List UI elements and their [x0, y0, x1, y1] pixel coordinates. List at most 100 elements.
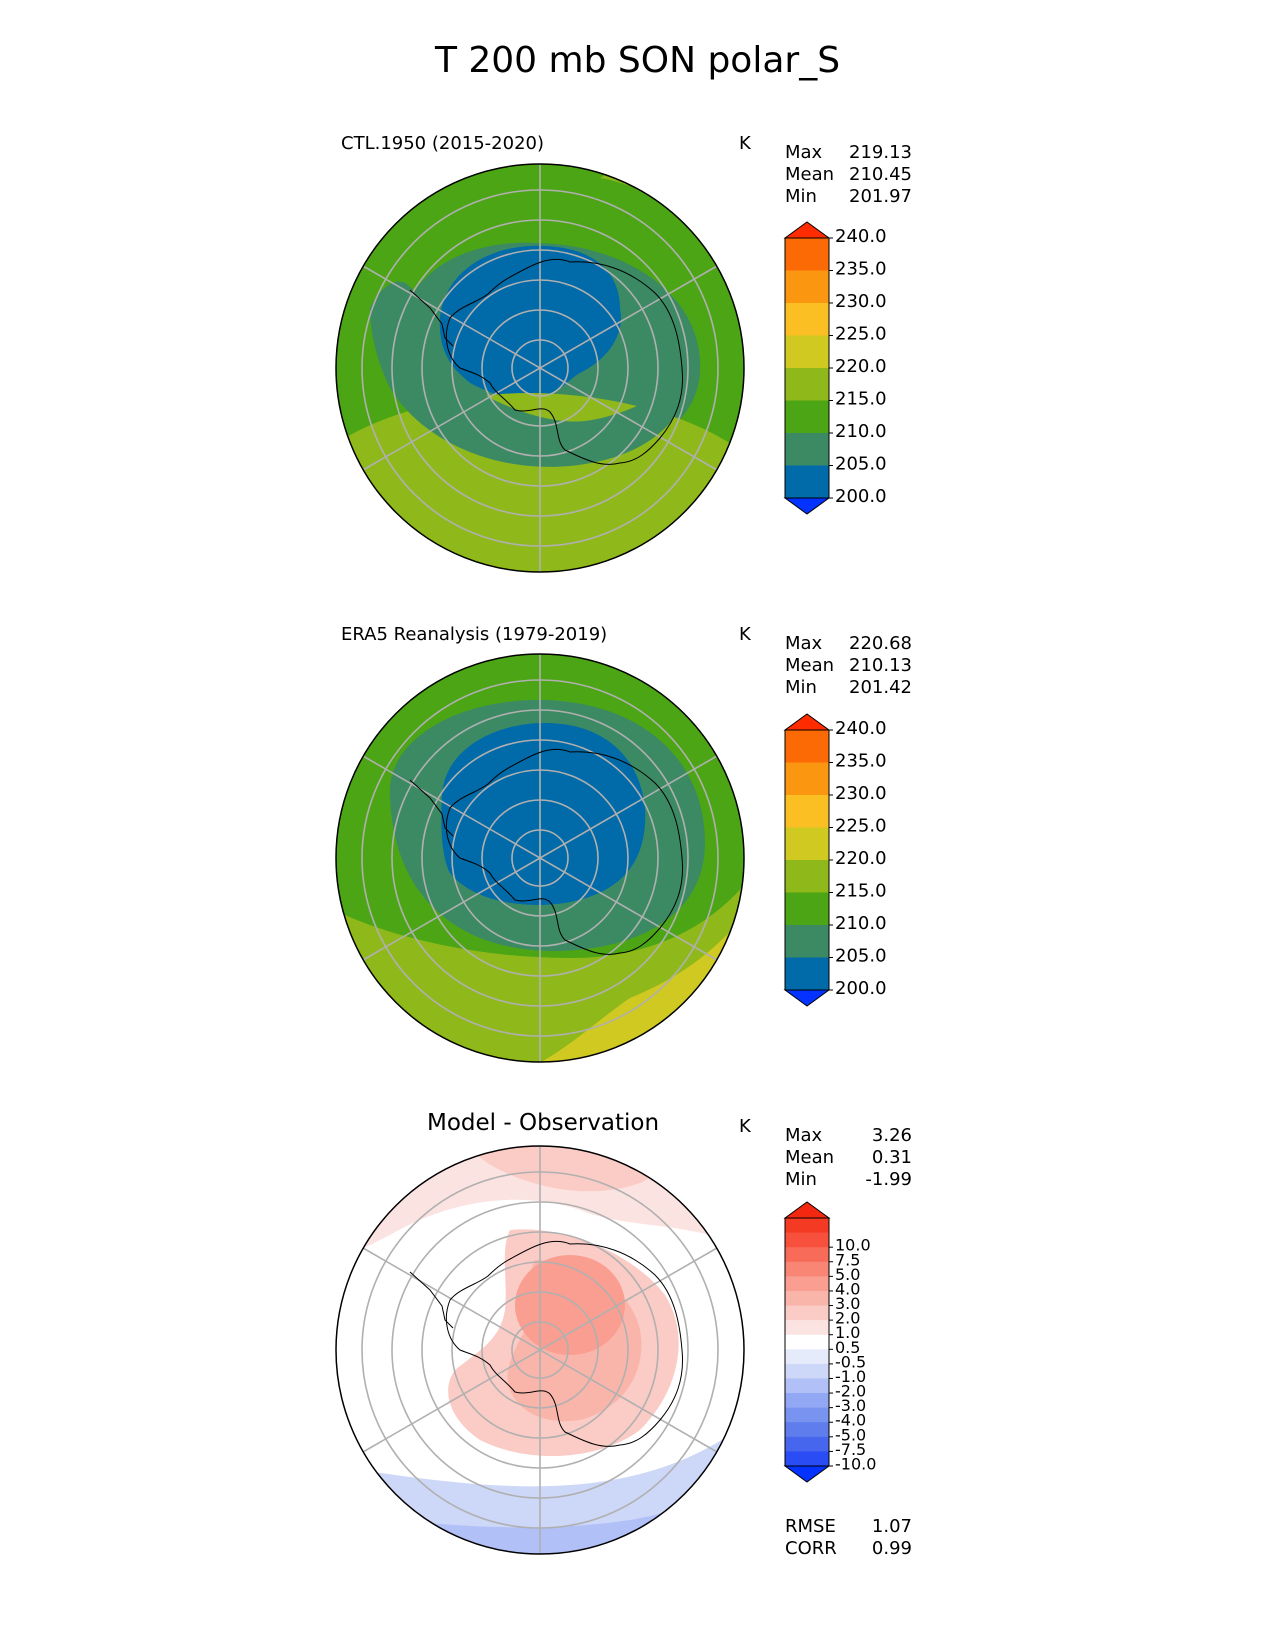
- panel-2-graticule: [361, 654, 719, 1062]
- figure-title: T 200 mb SON polar_S: [434, 40, 841, 81]
- panel-1-title: CTL.1950 (2015-2020): [341, 133, 545, 154]
- panel-3-rmse-label: RMSE: [785, 1516, 836, 1537]
- colorbar-swatch: [785, 1436, 829, 1452]
- panel-2-antarctica-coast: [445, 748, 684, 955]
- colorbar-tick-label: 230.0: [835, 291, 887, 312]
- panel-1-mean-label: Mean: [785, 164, 835, 185]
- panel-3-max-value: 3.26: [871, 1125, 912, 1146]
- colorbar-swatch: [785, 303, 829, 336]
- colorbar-swatch: [785, 1232, 829, 1248]
- panel-1-max-value: 219.13: [849, 142, 912, 163]
- panel-3-corr-value: 0.99: [871, 1538, 912, 1559]
- colorbar-swatch: [785, 335, 829, 369]
- colorbar-swatch: [785, 238, 829, 271]
- colorbar-tick-label: -3.0: [835, 1396, 866, 1415]
- colorbar-swatch: [785, 1451, 829, 1467]
- colorbar-swatch: [785, 1261, 829, 1277]
- colorbar-tick-label: 10.0: [835, 1236, 871, 1255]
- colorbar-tick-label: 210.0: [835, 913, 887, 934]
- colorbar-swatch: [785, 1247, 829, 1263]
- panel-2-mean-value: 210.13: [849, 655, 912, 676]
- panel-1-peninsula-coast: [409, 289, 454, 347]
- panel-1-units: K: [739, 133, 751, 154]
- panel-3-graticule: [361, 1146, 719, 1554]
- panel-2-polar-map: [335, 653, 745, 1063]
- colorbar-swatch: [785, 957, 829, 991]
- colorbar-tick-label: 210.0: [835, 421, 887, 442]
- colorbar-tick-label: 205.0: [835, 454, 887, 475]
- colorbar-tick-label: 7.5: [835, 1250, 860, 1269]
- colorbar-extend-max: [783, 221, 831, 239]
- band-pos-3-4: [515, 1255, 625, 1355]
- colorbar-tick-label: 220.0: [835, 848, 887, 869]
- colorbar-extend-max: [783, 713, 831, 731]
- colorbar-swatch: [785, 827, 829, 861]
- colorbar-tick-label: -5.0: [835, 1425, 866, 1444]
- panel-2-title: ERA5 Reanalysis (1979-2019): [341, 624, 608, 645]
- colorbar-swatch: [785, 368, 829, 401]
- colorbar-frame: [784, 1217, 830, 1467]
- colorbar-swatch: [785, 1276, 829, 1292]
- colorbar-tick-label: 2.0: [835, 1309, 860, 1328]
- panel-3-mean-label: Mean: [785, 1147, 835, 1168]
- colorbar-extend-min: [783, 1465, 831, 1483]
- colorbar-tick-label: 225.0: [835, 324, 887, 345]
- colorbar-tick-label: 4.0: [835, 1279, 860, 1298]
- panel-3-colorbar: -10.0-7.5-5.0-4.0-3.0-2.0-1.0-0.50.51.02…: [783, 1201, 876, 1483]
- panel-1-graticule: [361, 164, 719, 572]
- colorbar-tick-label: 200.0: [835, 486, 887, 507]
- colorbar-tick-label: -7.5: [835, 1440, 866, 1459]
- band-215-220-edge: [720, 164, 744, 298]
- panel-3-map-border: [335, 1145, 745, 1555]
- panel-1-min-label: Min: [785, 186, 817, 207]
- colorbar-swatch: [785, 1393, 829, 1409]
- colorbar-swatch: [785, 465, 829, 499]
- colorbar-tick-label: 240.0: [835, 718, 887, 739]
- panel-3-rmse-value: 1.07: [871, 1516, 912, 1537]
- colorbar-swatch: [785, 1320, 829, 1336]
- panel-2-colorbar: 200.0 205.0 210.0 215.0 220.0 225.0 230.0 235.0…: [783, 713, 887, 1007]
- colorbar-tick-label: 230.0: [835, 783, 887, 804]
- colorbar-swatch: [785, 1305, 829, 1321]
- colorbar-swatch: [785, 1334, 829, 1350]
- colorbar-swatch: [785, 1363, 829, 1379]
- panel-2-units: K: [739, 624, 751, 645]
- colorbar-tick-label: 225.0: [835, 816, 887, 837]
- band-200-205: [439, 245, 621, 400]
- panel-1-max-label: Max: [785, 142, 823, 163]
- colorbar-swatch: [785, 1378, 829, 1394]
- colorbar-tick-label: 215.0: [835, 881, 887, 902]
- panel-1-colorbar: 200.0 205.0 210.0 215.0 220.0 225.0 230.0 235.0…: [783, 221, 887, 515]
- colorbar-tick-label: -10.0: [835, 1455, 876, 1474]
- colorbar-swatch: [785, 730, 829, 763]
- colorbar-tick-label: 240.0: [835, 226, 887, 247]
- panel-3-title: Model - Observation: [427, 1110, 660, 1136]
- colorbar-swatch: [785, 270, 829, 304]
- colorbar-tick-label: 5.0: [835, 1265, 860, 1284]
- colorbar-swatch: [785, 860, 829, 893]
- panel-1-min-value: 201.97: [849, 186, 912, 207]
- colorbar-extend-min: [783, 497, 831, 515]
- colorbar-swatch: [785, 892, 829, 926]
- colorbar-swatch: [785, 1218, 829, 1234]
- panel-3-corr-label: CORR: [785, 1538, 837, 1559]
- panel-2-max-value: 220.68: [849, 633, 912, 654]
- colorbar-extend-max: [783, 1201, 831, 1219]
- colorbar-tick-label: 220.0: [835, 356, 887, 377]
- panel-2-min-value: 201.42: [849, 677, 912, 698]
- panel-3-mean-value: 0.31: [871, 1147, 912, 1168]
- colorbar-swatch: [785, 1290, 829, 1307]
- panel-1-map-border: [335, 163, 745, 573]
- colorbar-swatch: [785, 1407, 829, 1423]
- colorbar-swatch: [785, 1349, 829, 1365]
- panel-3-min-label: Min: [785, 1169, 817, 1190]
- panel-3-max-label: Max: [785, 1125, 823, 1146]
- panel-1-mean-value: 210.45: [849, 164, 912, 185]
- colorbar-tick-label: 3.0: [835, 1294, 860, 1313]
- panel-1-polar-map: [335, 163, 745, 573]
- colorbar-swatch: [785, 762, 829, 796]
- panel-3-polar-map: [335, 1145, 745, 1555]
- colorbar-tick-label: -1.0: [835, 1367, 866, 1386]
- colorbar-tick-label: 235.0: [835, 259, 887, 280]
- panel-3-antarctica-coast: [445, 1240, 684, 1447]
